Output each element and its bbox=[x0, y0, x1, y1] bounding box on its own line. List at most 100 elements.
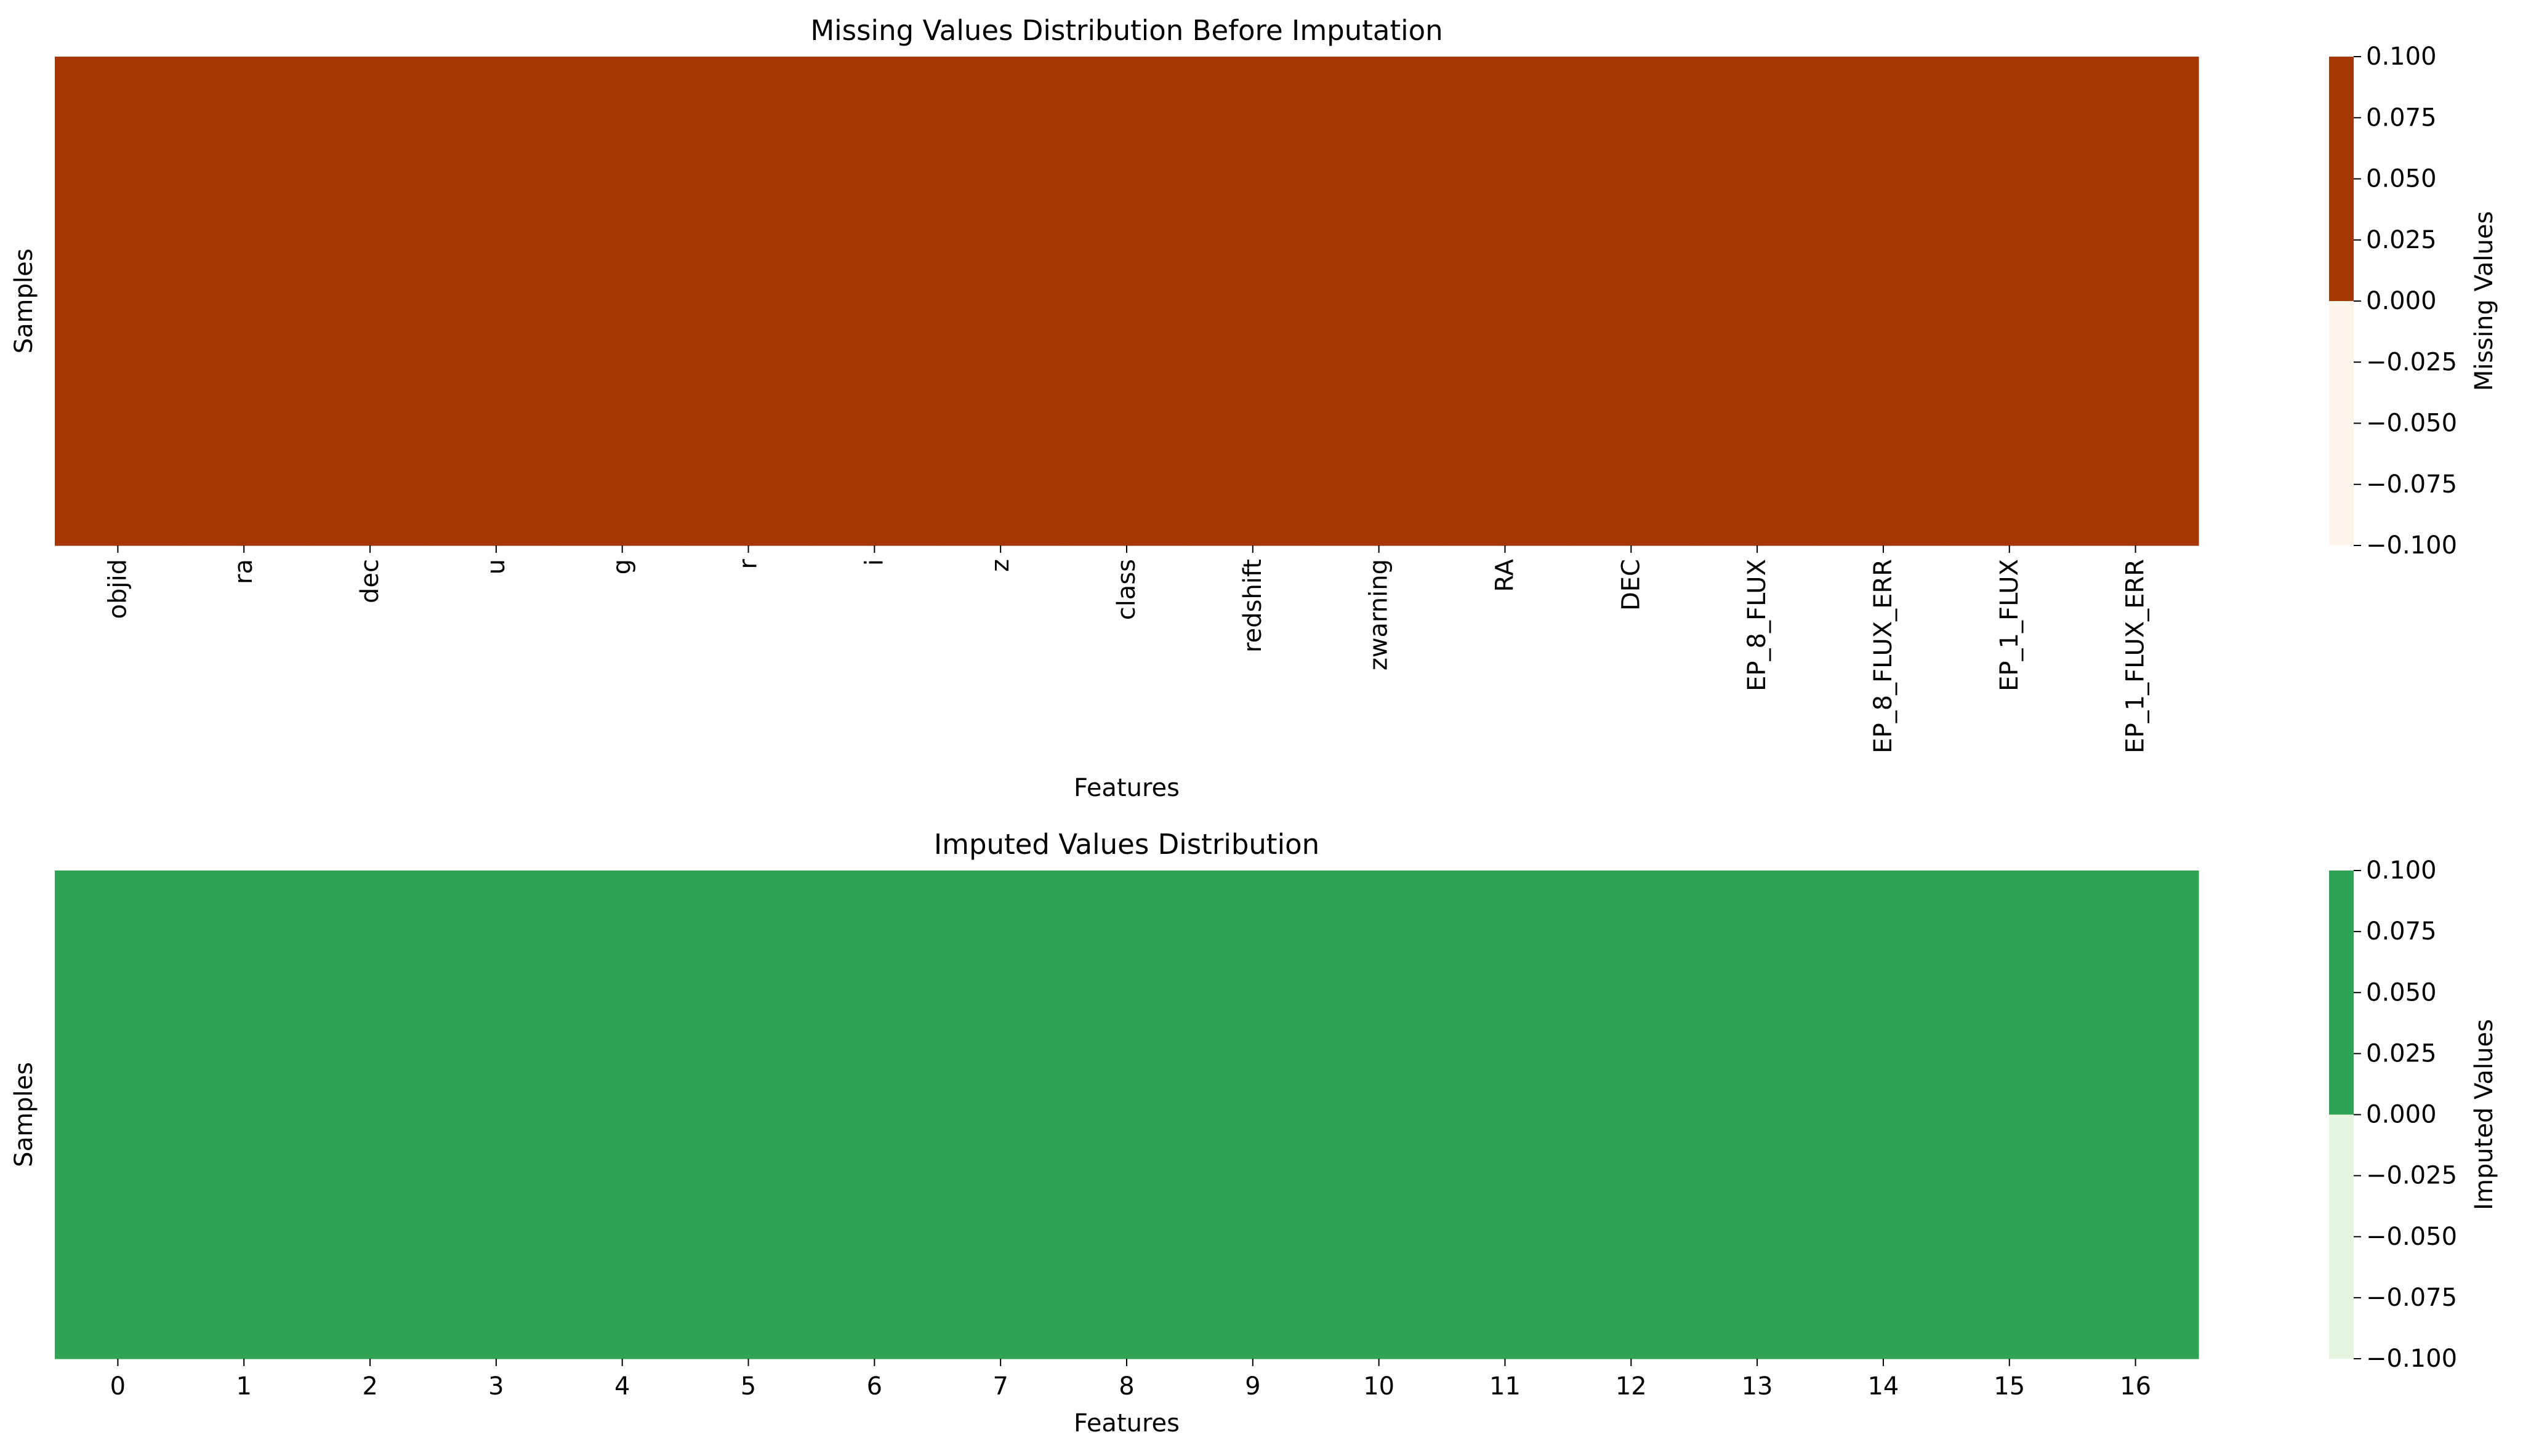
x-tick-label: g bbox=[608, 559, 637, 574]
colorbar-tick-label: 0.075 bbox=[2366, 103, 2437, 132]
heatmap-cell bbox=[180, 871, 308, 1359]
x-tick-label: ra bbox=[230, 559, 258, 584]
heatmap-cell bbox=[307, 871, 434, 1359]
colorbar-tick-label: 0.100 bbox=[2366, 42, 2437, 71]
heatmap-cell bbox=[1820, 57, 1947, 546]
x-tick-label: 11 bbox=[1489, 1372, 1521, 1401]
x-tick-label: 16 bbox=[2120, 1372, 2151, 1401]
colorbar-tick-label: −0.100 bbox=[2366, 1345, 2457, 1373]
x-axis-label: Features bbox=[1074, 1409, 1180, 1438]
x-tick-label: EP_1_FLUX bbox=[1995, 559, 2024, 691]
x-tick-label: r bbox=[734, 558, 763, 569]
x-tick-label: 8 bbox=[1119, 1372, 1134, 1401]
heatmap-cell bbox=[1946, 871, 2073, 1359]
colorbar-label: Missing Values bbox=[2470, 211, 2498, 392]
y-axis-label: Samples bbox=[10, 1062, 38, 1167]
colorbar-tick-label: −0.075 bbox=[2366, 470, 2457, 499]
x-tick-label: 4 bbox=[614, 1372, 630, 1401]
heatmap-cell bbox=[811, 871, 938, 1359]
colorbar-tick-label: 0.050 bbox=[2366, 165, 2437, 193]
colorbar-tick-label: 0.100 bbox=[2366, 856, 2437, 885]
x-tick-label: dec bbox=[356, 559, 384, 603]
heatmap-cell bbox=[2072, 871, 2199, 1359]
heatmap-cell bbox=[937, 57, 1064, 546]
heatmap-cell bbox=[55, 871, 182, 1359]
heatmap-cell bbox=[1063, 871, 1191, 1359]
heatmap-cell bbox=[1189, 57, 1316, 546]
x-tick-label: 1 bbox=[236, 1372, 252, 1401]
heatmap-cell bbox=[1442, 871, 1569, 1359]
x-tick-label: 9 bbox=[1245, 1372, 1260, 1401]
heatmap-cell bbox=[2072, 57, 2199, 546]
heatmap-cell bbox=[937, 871, 1064, 1359]
x-tick-label: redshift bbox=[1239, 559, 1267, 653]
heatmap-cell bbox=[559, 871, 686, 1359]
colorbar-tick-label: −0.075 bbox=[2366, 1284, 2457, 1312]
x-tick-label: 7 bbox=[992, 1372, 1008, 1401]
x-tick-label: objid bbox=[103, 559, 132, 619]
colorbar-tick-label: −0.100 bbox=[2366, 531, 2457, 560]
x-tick-label: 14 bbox=[1867, 1372, 1899, 1401]
x-tick-label: 2 bbox=[362, 1372, 377, 1401]
heatmap-cell bbox=[1063, 57, 1191, 546]
colorbar-tick-label: 0.025 bbox=[2366, 1039, 2437, 1068]
x-tick-label: zwarning bbox=[1365, 559, 1393, 670]
colorbar-tick-label: 0.000 bbox=[2366, 287, 2437, 315]
colorbar-tick-label: −0.025 bbox=[2366, 1162, 2457, 1190]
x-tick-label: u bbox=[482, 559, 510, 574]
heatmap-cell bbox=[1946, 57, 2073, 546]
colorbar-segment-low bbox=[2329, 1114, 2354, 1359]
x-tick-label: z bbox=[986, 559, 1015, 572]
heatmap-cell bbox=[811, 57, 938, 546]
x-tick-label: EP_8_FLUX bbox=[1743, 559, 1771, 691]
heatmap-cell bbox=[1820, 871, 1947, 1359]
colorbar-tick-label: −0.050 bbox=[2366, 1223, 2457, 1251]
colorbar-segment-low bbox=[2329, 301, 2354, 545]
heatmap-cell bbox=[307, 57, 434, 546]
x-tick-label: 12 bbox=[1616, 1372, 1647, 1401]
colorbar-tick-label: −0.025 bbox=[2366, 348, 2457, 376]
heatmap-cell bbox=[180, 57, 308, 546]
chart-title: Imputed Values Distribution bbox=[934, 828, 1319, 861]
colorbar-tick-label: 0.025 bbox=[2366, 226, 2437, 254]
x-tick-label: 13 bbox=[1742, 1372, 1773, 1401]
colorbar-tick-label: 0.000 bbox=[2366, 1101, 2437, 1129]
heatmap-cell bbox=[1442, 57, 1569, 546]
heatmap-cell bbox=[433, 57, 560, 546]
heatmap-panel-0: Missing Values Distribution Before Imput… bbox=[10, 14, 2498, 802]
x-tick-label: 5 bbox=[741, 1372, 756, 1401]
heatmap-cell bbox=[433, 871, 560, 1359]
heatmap-cell bbox=[685, 871, 812, 1359]
colorbar-label: Imputed Values bbox=[2470, 1019, 2498, 1210]
x-tick-label: DEC bbox=[1617, 559, 1645, 611]
colorbar-segment-high bbox=[2329, 871, 2354, 1115]
y-axis-label: Samples bbox=[10, 249, 38, 354]
colorbar-tick-label: 0.050 bbox=[2366, 978, 2437, 1007]
colorbar-tick-label: −0.050 bbox=[2366, 409, 2457, 438]
x-tick-label: i bbox=[860, 559, 888, 566]
x-axis-label: Features bbox=[1074, 774, 1180, 802]
heatmap-cell bbox=[1567, 871, 1695, 1359]
heatmap-cell bbox=[1694, 871, 1821, 1359]
heatmap-cell bbox=[1189, 871, 1316, 1359]
x-tick-label: EP_8_FLUX_ERR bbox=[1869, 559, 1897, 754]
x-tick-label: RA bbox=[1491, 558, 1519, 592]
heatmap-cell bbox=[1694, 57, 1821, 546]
colorbar-tick-label: 0.075 bbox=[2366, 917, 2437, 946]
x-tick-label: 15 bbox=[1994, 1372, 2025, 1401]
heatmap-cell bbox=[1316, 57, 1443, 546]
heatmap-cell bbox=[685, 57, 812, 546]
chart-title: Missing Values Distribution Before Imput… bbox=[810, 14, 1443, 47]
heatmap-cell bbox=[55, 57, 182, 546]
x-tick-label: 0 bbox=[110, 1372, 126, 1401]
heatmap-cell bbox=[559, 57, 686, 546]
colorbar-segment-high bbox=[2329, 57, 2354, 301]
x-tick-label: 6 bbox=[867, 1372, 882, 1401]
x-tick-label: 3 bbox=[488, 1372, 504, 1401]
heatmap-cell bbox=[1567, 57, 1695, 546]
x-tick-label: class bbox=[1113, 559, 1141, 620]
heatmap-cell bbox=[1316, 871, 1443, 1359]
x-tick-label: 10 bbox=[1363, 1372, 1394, 1401]
